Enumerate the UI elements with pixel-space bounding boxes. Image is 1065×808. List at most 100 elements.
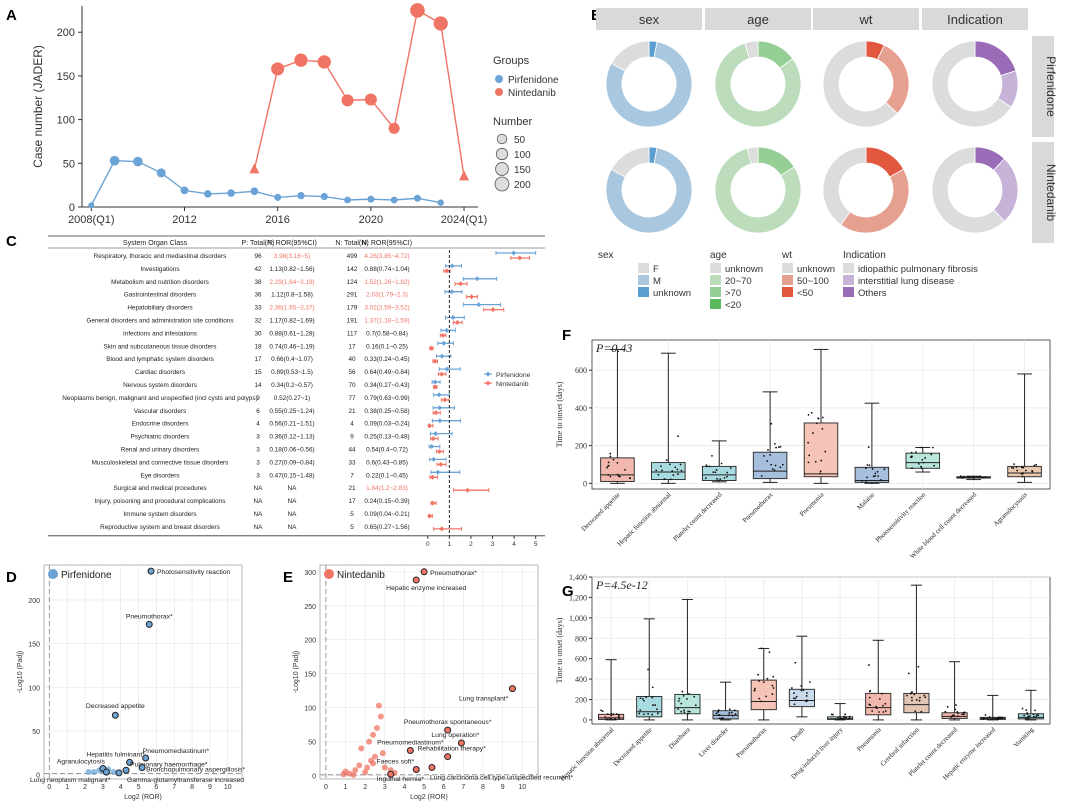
legend-swatch [638,275,649,285]
p-total: NA [254,524,264,531]
jitter-point [950,716,953,718]
jitter-point [606,713,609,716]
soc-label: Vascular disorders [134,408,186,415]
ror-point-pirfenidone [476,302,482,308]
category-label: Liver disorder [698,726,731,759]
data-point [250,187,259,196]
jitter-point [865,480,867,483]
title-dot [324,569,334,579]
labeled-point [457,739,465,747]
jitter-point [711,454,713,457]
legend-swatch [638,287,649,297]
p-total: 6 [256,408,260,415]
legend-swatch [710,299,721,309]
y-axis-title: Case number (JADER) [31,45,45,168]
jitter-point [861,479,863,482]
point-label: Pneumothorax* [126,613,173,620]
jitter-point [779,466,782,469]
n-total: 17 [348,498,356,505]
y-tick-label: 600 [575,655,587,664]
jitter-point [679,463,682,466]
legend-swatch [782,263,793,273]
jitter-point [609,717,612,720]
donut-slice [840,168,910,234]
n-total: 33 [348,459,356,466]
donut-slice [931,40,1012,128]
p-ror: NA [288,524,298,531]
p-ror: 3.98(3.16~5) [274,253,310,260]
jitter-point [922,461,925,464]
table-header: System Organ Class [123,240,188,247]
p-ror: 0.55(0.25~1.24) [269,408,314,415]
jitter-point [610,712,613,715]
legend-title: sex [598,250,614,261]
box [712,710,739,720]
y-tick-label: 150 [28,642,40,649]
panel-c: C System Organ Class P: Total(N)P: ROR(95%… [6,233,545,548]
jitter-point [683,709,685,712]
donut-slice [876,44,910,115]
jitter-point [668,463,671,466]
jitter-point [841,717,843,720]
labeled-point [508,685,516,693]
jitter-point [924,696,927,699]
soc-label: Gastrointestinal disorders [124,292,196,299]
jitter-point [720,462,723,465]
jitter-point [677,699,680,702]
row-header: Nintedanib [1044,164,1058,222]
legend-title: wt [781,250,792,261]
point-label: Pneumomediastinum* [377,739,444,746]
y-tick-label: 800 [575,634,587,643]
ror-point-nintedanib [517,255,523,261]
legend-label: interstitial lung disease [858,276,954,287]
jitter-point [655,469,658,472]
jitter-point [760,647,763,650]
jitter-point [678,697,681,700]
soc-label: Surgical and medical procedures [113,485,206,492]
soc-label: Hepatobiliary disorders [127,305,192,312]
p-total: 30 [254,330,262,337]
p-total: NA [254,485,264,492]
y-tick-label: 0 [69,202,75,214]
jitter-point [693,695,696,698]
legend-size-label: 100 [514,150,531,161]
p-total: 36 [254,292,262,299]
jitter-point [914,710,917,713]
category-label: Vomiting [1013,726,1036,749]
category-label: Decreased appetite [612,726,653,767]
x-tick-label: 4 [402,784,406,791]
category-label: Decreased appetite [580,491,621,532]
jitter-point [794,697,797,700]
y-tick-label: 0 [583,479,587,488]
soc-label: Reproductive system and breast disorders [100,524,220,531]
y-axis-title: -Log10 (Padj) [293,651,300,693]
series-line-pirfenidone [90,159,441,206]
jitter-point [672,474,675,477]
jitter-point [766,677,769,680]
panel-letter: F [562,327,571,344]
donut-slice [605,147,693,234]
point-label: Pneumomediastinum* [143,748,210,755]
jitter-point [639,697,642,700]
x-tick-label: 3 [383,784,387,791]
ror-point-nintedanib [444,268,450,274]
ror-point-nintedanib [440,332,446,338]
p-ror: NA [288,511,298,518]
jitter-point [607,473,610,476]
jitter-point [651,696,654,699]
labeled-point [387,770,395,778]
jitter-point [677,473,679,475]
jitter-point [676,468,679,471]
legend-label: idiopathic pulmonary fibrosis [858,264,978,275]
jitter-point [682,694,685,697]
jitter-point [1025,709,1028,711]
ror-point-nintedanib [430,500,436,506]
jitter-point [959,476,962,478]
ror-point-nintedanib [454,320,460,325]
legend-swatch [710,275,721,285]
p-total: 3 [256,447,260,454]
jitter-point [817,417,820,420]
jitter-point [920,710,923,713]
jitter-point [806,692,808,694]
jitter-point [800,684,803,687]
